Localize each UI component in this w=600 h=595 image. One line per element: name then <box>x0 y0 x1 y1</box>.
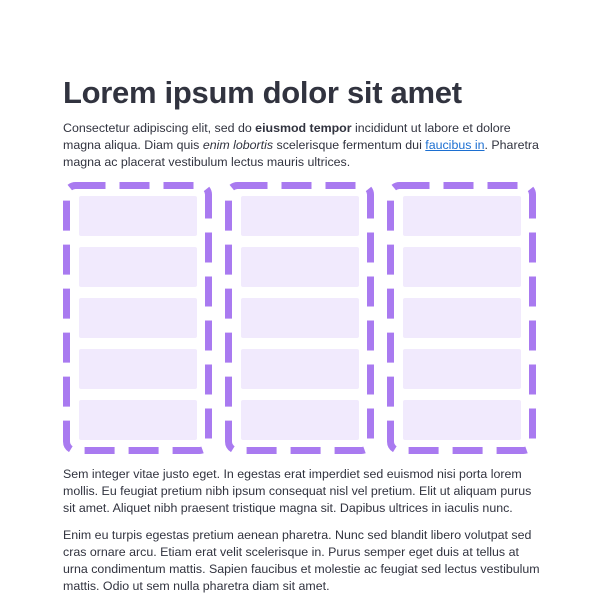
placeholder-block <box>241 247 359 287</box>
column-grid <box>63 182 538 454</box>
body-text: Sem integer vitae justo eget. In egestas… <box>63 466 543 595</box>
placeholder-block <box>403 247 521 287</box>
intro-italic-text: enim lobortis <box>202 138 274 152</box>
intro-text: scelerisque fermentum dui <box>273 138 426 152</box>
placeholder-block <box>79 349 197 389</box>
dashed-border <box>63 182 212 454</box>
intro-text: Consectetur adipiscing elit, sed do <box>63 121 256 135</box>
placeholder-block <box>403 349 521 389</box>
placeholder-block <box>241 196 359 236</box>
faucibus-link[interactable]: faucibus in <box>425 138 485 152</box>
dashed-border <box>387 182 536 454</box>
placeholder-block <box>79 298 197 338</box>
paragraph: Sem integer vitae justo eget. In egestas… <box>63 467 532 515</box>
main-content: Lorem ipsum dolor sit amet Consectetur a… <box>63 72 543 171</box>
placeholder-block <box>241 349 359 389</box>
placeholder-block <box>79 196 197 236</box>
paragraph: Enim eu turpis egestas pretium aenean ph… <box>63 528 540 593</box>
placeholder-block <box>79 400 197 440</box>
intro-paragraph: Consectetur adipiscing elit, sed do eius… <box>63 120 543 171</box>
page-title: Lorem ipsum dolor sit amet <box>63 75 462 110</box>
placeholder-block <box>241 298 359 338</box>
column-3 <box>387 182 536 454</box>
intro-text: . Pharetra magna ac placerat vestibulum … <box>63 138 539 169</box>
intro-bold-text: eiusmod tempor <box>255 121 352 135</box>
intro-text: incididunt ut labore et dolore magna ali… <box>63 121 511 152</box>
placeholder-block <box>79 247 197 287</box>
placeholder-block <box>403 400 521 440</box>
dashed-border <box>225 182 374 454</box>
placeholder-block <box>403 196 521 236</box>
placeholder-block <box>403 298 521 338</box>
placeholder-block <box>241 400 359 440</box>
column-1 <box>63 182 212 454</box>
column-2 <box>225 182 374 454</box>
